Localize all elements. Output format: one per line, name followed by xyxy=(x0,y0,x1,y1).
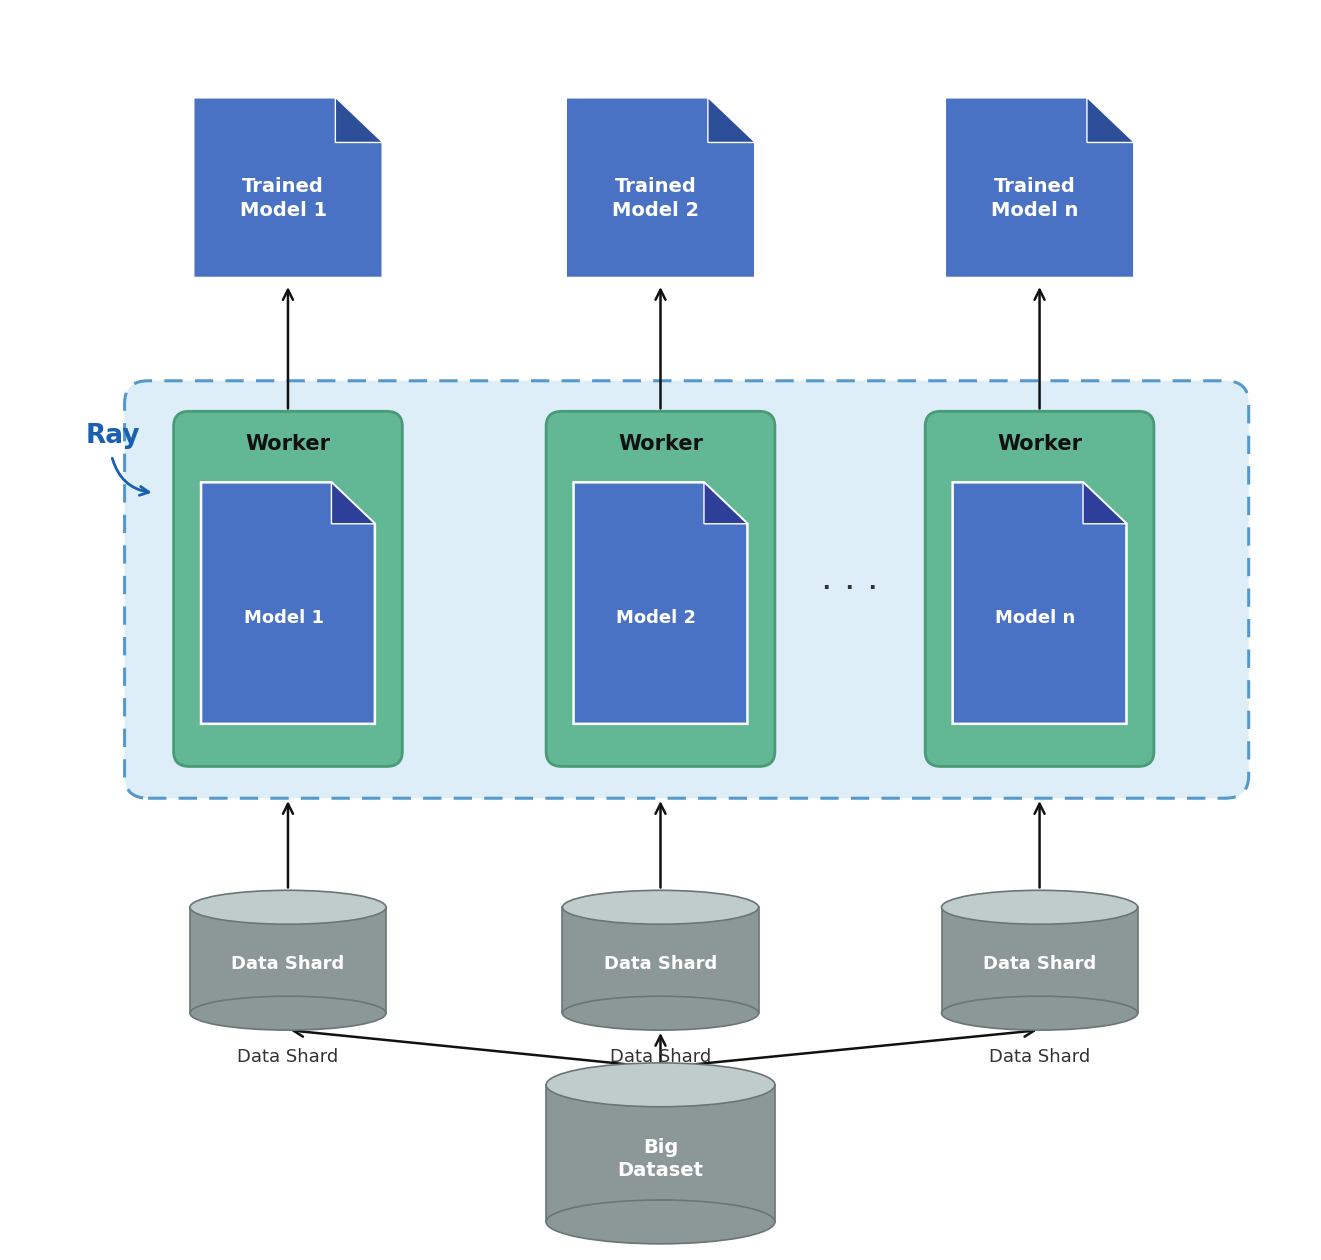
Text: Trained
Model n: Trained Model n xyxy=(991,178,1078,219)
Text: Model 1: Model 1 xyxy=(243,609,324,626)
Bar xyxy=(546,1085,775,1222)
Bar xyxy=(563,907,758,1013)
Text: Model n: Model n xyxy=(995,609,1075,626)
Text: Worker: Worker xyxy=(246,433,330,454)
FancyBboxPatch shape xyxy=(546,411,775,766)
Ellipse shape xyxy=(190,997,386,1031)
Polygon shape xyxy=(708,97,756,142)
Text: · · ·: · · · xyxy=(822,572,878,606)
FancyBboxPatch shape xyxy=(925,411,1155,766)
Text: Worker: Worker xyxy=(997,433,1082,454)
FancyBboxPatch shape xyxy=(124,381,1248,799)
Text: Data Shard: Data Shard xyxy=(989,1048,1090,1066)
Bar xyxy=(190,907,386,1013)
Text: Data Shard: Data Shard xyxy=(610,1048,711,1066)
Polygon shape xyxy=(193,97,383,278)
Text: Ray: Ray xyxy=(86,423,140,449)
Ellipse shape xyxy=(563,997,758,1031)
Ellipse shape xyxy=(942,891,1137,924)
Polygon shape xyxy=(565,97,756,278)
Polygon shape xyxy=(336,97,383,142)
Text: Model 2: Model 2 xyxy=(616,609,696,626)
FancyBboxPatch shape xyxy=(173,411,403,766)
Polygon shape xyxy=(945,97,1135,278)
Text: Big
Dataset: Big Dataset xyxy=(617,1138,704,1181)
Ellipse shape xyxy=(942,997,1137,1031)
Polygon shape xyxy=(1087,97,1135,142)
Text: Trained
Model 2: Trained Model 2 xyxy=(612,178,699,219)
Polygon shape xyxy=(704,483,748,524)
Ellipse shape xyxy=(190,891,386,924)
Polygon shape xyxy=(332,483,375,524)
Text: Data Shard: Data Shard xyxy=(231,955,345,974)
Polygon shape xyxy=(573,483,748,723)
Text: Data Shard: Data Shard xyxy=(604,955,717,974)
Polygon shape xyxy=(201,483,375,723)
Polygon shape xyxy=(1083,483,1127,524)
Polygon shape xyxy=(952,483,1127,723)
Bar xyxy=(942,907,1137,1013)
Ellipse shape xyxy=(563,891,758,924)
Text: Trained
Model 1: Trained Model 1 xyxy=(239,178,326,219)
Text: Data Shard: Data Shard xyxy=(238,1048,338,1066)
Ellipse shape xyxy=(546,1063,775,1106)
Text: Data Shard: Data Shard xyxy=(983,955,1096,974)
Ellipse shape xyxy=(546,1200,775,1244)
Text: Worker: Worker xyxy=(618,433,703,454)
